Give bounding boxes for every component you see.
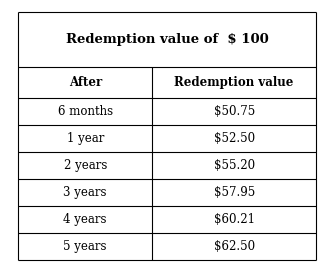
Text: $50.75: $50.75: [213, 105, 255, 118]
Text: 1 year: 1 year: [67, 132, 104, 145]
Text: 5 years: 5 years: [64, 240, 107, 253]
Text: 3 years: 3 years: [64, 186, 107, 199]
Text: Redemption value of  $ 100: Redemption value of $ 100: [66, 33, 268, 46]
Text: $60.21: $60.21: [214, 213, 255, 226]
Text: 2 years: 2 years: [64, 159, 107, 172]
Text: After: After: [69, 76, 102, 89]
Text: 4 years: 4 years: [64, 213, 107, 226]
Text: $55.20: $55.20: [213, 159, 255, 172]
Text: $52.50: $52.50: [213, 132, 255, 145]
Text: $62.50: $62.50: [213, 240, 255, 253]
Text: Redemption value: Redemption value: [174, 76, 294, 89]
Text: 6 months: 6 months: [58, 105, 113, 118]
Text: $57.95: $57.95: [213, 186, 255, 199]
